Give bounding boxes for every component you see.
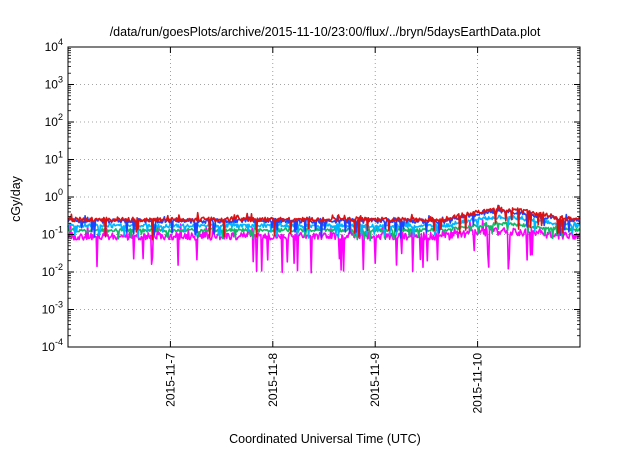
y-tick-label: 10-3	[42, 300, 63, 317]
y-tick-label: 102	[45, 112, 63, 129]
grid-lines	[68, 47, 580, 347]
y-tick-label: 10-2	[42, 262, 63, 279]
y-tick-label: 104	[45, 37, 63, 54]
axis-ticks: 10-4 10-3 10-2 10-1 100 101 102 103 104 2015-11-7…	[42, 37, 580, 414]
x-axis-label: Coordinated Universal Time (UTC)	[229, 432, 421, 446]
y-tick-label: 100	[45, 187, 63, 204]
y-tick-label: 103	[45, 75, 63, 92]
x-tick-label: 2015-11-9	[368, 353, 382, 407]
x-tick-label: 2015-11-8	[266, 353, 280, 407]
plot-series	[67, 204, 581, 274]
x-tick-label: 2015-11-7	[163, 353, 177, 407]
series-line	[67, 204, 581, 241]
y-axis-label: cGy/day	[9, 175, 23, 222]
y-tick-label: 10-4	[42, 337, 63, 354]
chart-title: /data/run/goesPlots/archive/2015-11-10/2…	[110, 25, 541, 39]
x-tick-label: 2015-11-10	[471, 353, 485, 414]
y-tick-label: 101	[45, 150, 63, 167]
y-tick-label: 10-1	[42, 225, 63, 242]
